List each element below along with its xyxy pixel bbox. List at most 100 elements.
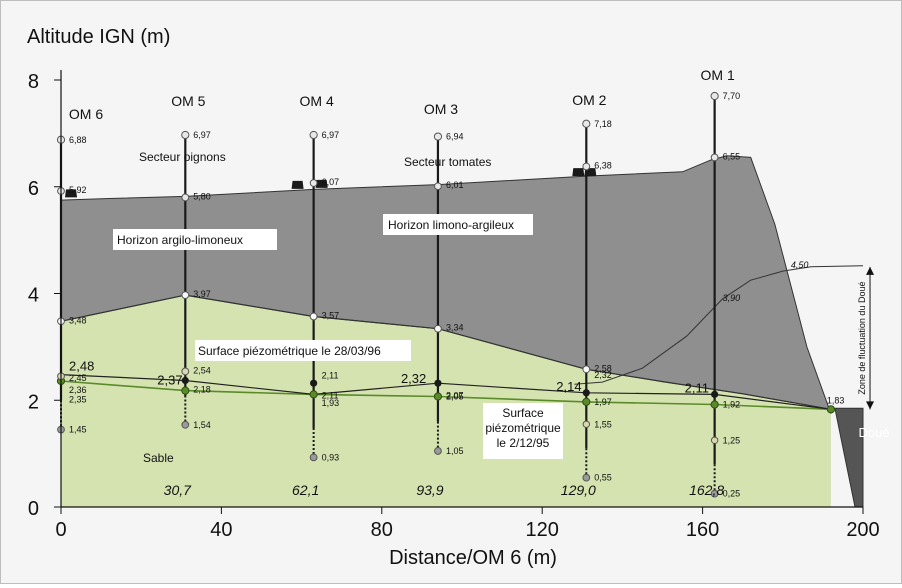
ground-value: 6,38 <box>594 160 612 170</box>
piezo-1995-label-3: le 2/12/95 <box>497 436 550 450</box>
curve-value: 3,90 <box>723 293 741 303</box>
sector-onions-label: Secteur oignons <box>139 150 226 164</box>
well-top-value: 6,94 <box>446 132 464 142</box>
well-bottom-marker <box>710 489 719 498</box>
well-name-label: OM 2 <box>572 92 606 108</box>
ground-marker <box>582 162 591 171</box>
well-top-marker <box>433 132 443 141</box>
level-value: 1,83 <box>827 395 845 405</box>
distance-label: 93,9 <box>416 482 443 498</box>
distance-label: 62,1 <box>292 482 319 498</box>
well-bottom-marker <box>582 473 591 482</box>
well-top-marker <box>710 91 719 101</box>
piezo-1995-label-2: piézométrique <box>485 421 561 435</box>
level-value: 2,35 <box>69 395 87 405</box>
boundary-marker <box>181 291 190 300</box>
well-top-value: 6,88 <box>69 135 87 145</box>
x-axis-title: Distance/OM 6 (m) <box>389 547 557 569</box>
level-value: 2,32 <box>594 370 612 380</box>
well-top-value: 6,97 <box>322 130 340 140</box>
x-tick-label: 40 <box>210 519 232 541</box>
fluctuation-label: Zone de fluctuation du Doué <box>857 282 867 395</box>
level-value: 1,97 <box>594 397 612 407</box>
boundary-value: 3,34 <box>446 323 464 333</box>
well-bottom-marker <box>181 420 190 429</box>
piezo-1995-marker <box>710 400 719 409</box>
well-bottom-value: 1,54 <box>193 420 211 430</box>
doue-label: Doué <box>858 425 889 440</box>
level-value: 2,11 <box>322 370 339 380</box>
level-value: 2,54 <box>193 365 211 375</box>
boundary-value: 2,58 <box>594 363 612 373</box>
well-bottom-marker <box>309 453 318 462</box>
building-icon <box>572 168 585 177</box>
piezo-1996-marker <box>582 389 590 397</box>
well-name-label: OM 5 <box>171 93 205 109</box>
piezo-1995-marker <box>309 390 318 399</box>
building-icon <box>65 189 78 198</box>
horizon-2-box <box>383 214 533 235</box>
piezo-1996-label: Surface piézométrique le 28/03/96 <box>198 344 381 358</box>
piezo-1996-value: 2,14 <box>556 379 581 394</box>
well-top-value: 6,97 <box>193 130 211 140</box>
piezo-1996-marker <box>434 379 442 387</box>
arrow-head-up <box>866 266 875 275</box>
boundary-value: 3,57 <box>322 310 340 320</box>
doue-top-value: 4,50 <box>791 260 809 270</box>
level-marker <box>710 436 719 444</box>
well-bottom-value: 0,25 <box>723 489 741 499</box>
piezo-1996-value: 2,11 <box>685 380 709 395</box>
well-bottom-value: 0,93 <box>322 452 340 462</box>
sector-tomatoes-label: Secteur tomates <box>404 155 491 169</box>
clay-sand-boundary <box>60 294 832 410</box>
x-tick-label: 120 <box>526 519 559 541</box>
well-name-label: OM 6 <box>69 106 103 122</box>
piezo-1996-value: 2,37 <box>157 373 182 388</box>
level-value: 1,25 <box>723 435 741 445</box>
boundary-marker <box>309 312 318 321</box>
ground-value: 5,92 <box>69 185 87 195</box>
well-top-value: 7,70 <box>723 91 741 101</box>
level-value: 1,93 <box>322 398 340 408</box>
x-tick-label: 80 <box>371 519 393 541</box>
piezo-1996-marker <box>711 390 719 398</box>
ground-marker <box>710 153 719 162</box>
ground-value: 5,80 <box>193 191 211 201</box>
doue-water-curve <box>574 265 864 385</box>
horizon-1-box <box>113 229 277 250</box>
horizon-1-label: Horizon argilo-limoneux <box>117 233 243 247</box>
y-tick-label: 6 <box>28 178 39 200</box>
distance-label: 129,0 <box>561 482 596 498</box>
building-icon <box>291 180 304 189</box>
level-value: 1,55 <box>594 419 612 429</box>
x-tick-label: 200 <box>846 519 879 541</box>
x-tick-label: 160 <box>686 519 719 541</box>
well-name-label: OM 4 <box>300 93 334 109</box>
well-top-marker <box>582 119 591 128</box>
x-tick-label: 0 <box>55 519 66 541</box>
well-name-label: OM 3 <box>424 101 458 117</box>
boundary-value: 3,97 <box>193 289 211 299</box>
well-bottom-marker <box>434 447 442 455</box>
well-top-value: 7,18 <box>594 119 612 129</box>
y-tick-label: 4 <box>28 285 39 307</box>
level-value: 2,48 <box>69 359 94 374</box>
level-value: 2,45 <box>69 373 87 383</box>
piezo-1995-marker <box>433 392 443 401</box>
well-top-marker <box>309 130 318 140</box>
well-bottom-value: 1,45 <box>69 425 87 435</box>
ground-value: 6,55 <box>723 151 741 161</box>
arrow-head-down <box>866 401 875 410</box>
boundary-marker <box>434 324 442 333</box>
distance-label: 162,8 <box>689 482 724 498</box>
level-value: 2,36 <box>69 385 87 395</box>
piezo-1996-marker <box>181 376 189 385</box>
building-icon <box>315 179 328 188</box>
level-marker <box>582 420 591 428</box>
piezo-1996-box <box>195 340 411 361</box>
ground-marker <box>434 182 442 191</box>
piezo-1995-marker <box>582 397 591 406</box>
well-bottom-value: 0,55 <box>594 473 612 483</box>
